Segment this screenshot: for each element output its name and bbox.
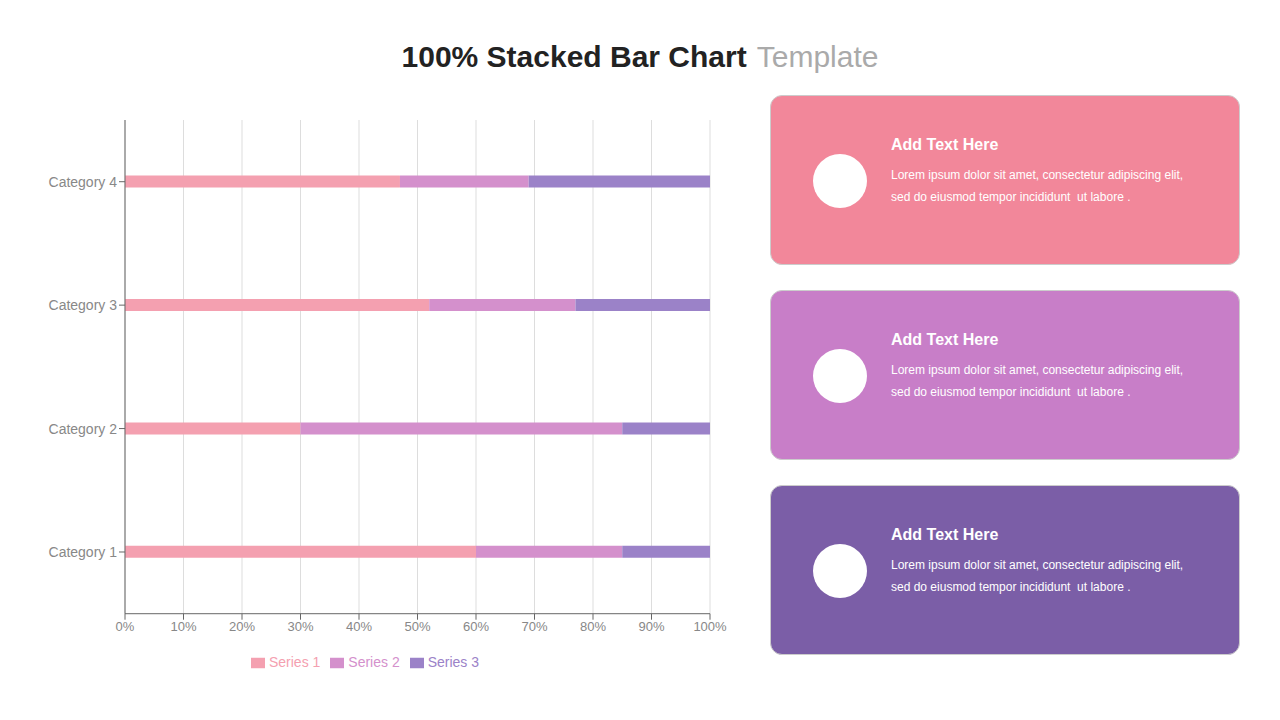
html-text:Lorem ipsum dolor sit amet, co: Lorem ipsum dolor sit amet, consectetur … bbox=[891, 363, 1184, 377]
svg-text:100%: 100% bbox=[693, 619, 727, 634]
svg-text:Category 3: Category 3 bbox=[49, 297, 118, 313]
svg-text:0%: 0% bbox=[116, 619, 135, 634]
html-text:Add Text Here: Add Text Here bbox=[891, 136, 999, 153]
svg-text:Category 4: Category 4 bbox=[49, 174, 118, 190]
html-text:sed do eiusmod tempor incididu: sed do eiusmod tempor incididunt ut labo… bbox=[891, 580, 1131, 594]
svg-text:10%: 10% bbox=[170, 619, 196, 634]
html-text:100% Stacked Bar Chart Templat: 100% Stacked Bar Chart Template bbox=[401, 40, 879, 73]
html-text:Lorem ipsum dolor sit amet, co: Lorem ipsum dolor sit amet, consectetur … bbox=[891, 168, 1184, 182]
html-text:Series 3: Series 3 bbox=[427, 653, 479, 670]
html-text:Add Text Here: Add Text Here bbox=[891, 526, 999, 543]
svg-text:80%: 80% bbox=[580, 619, 606, 634]
svg-text:Category 1: Category 1 bbox=[49, 544, 118, 560]
svg-text:20%: 20% bbox=[229, 619, 255, 634]
svg-text:70%: 70% bbox=[521, 619, 547, 634]
html-text:Series 1: Series 1 bbox=[269, 653, 321, 670]
html-text:sed do eiusmod tempor incididu: sed do eiusmod tempor incididunt ut labo… bbox=[891, 385, 1131, 399]
html-text:Series 2: Series 2 bbox=[348, 653, 400, 670]
html-text:Add Text Here: Add Text Here bbox=[891, 331, 999, 348]
svg-text:Category 2: Category 2 bbox=[49, 421, 118, 437]
svg-text:60%: 60% bbox=[463, 619, 489, 634]
svg-text:40%: 40% bbox=[346, 619, 372, 634]
html-text:Lorem ipsum dolor sit amet, co: Lorem ipsum dolor sit amet, consectetur … bbox=[891, 558, 1184, 572]
svg-text:50%: 50% bbox=[404, 619, 430, 634]
svg-text:30%: 30% bbox=[287, 619, 313, 634]
html-text:sed do eiusmod tempor incididu: sed do eiusmod tempor incididunt ut labo… bbox=[891, 190, 1131, 204]
svg-text:90%: 90% bbox=[638, 619, 664, 634]
